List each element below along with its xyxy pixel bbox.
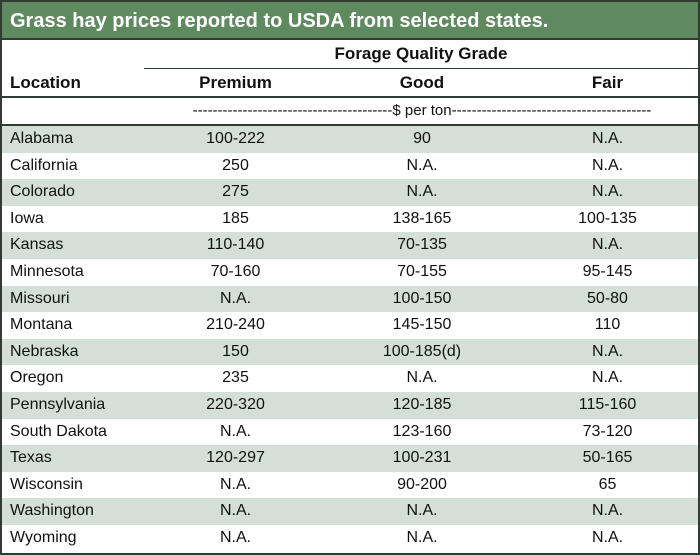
premium-cell: 220-320 xyxy=(206,395,265,413)
premium-cell: 275 xyxy=(222,183,249,201)
fair-cell: N.A. xyxy=(591,236,624,254)
good-cell: 90 xyxy=(413,130,431,147)
premium-cell: N.A. xyxy=(219,422,252,440)
table-row: Montana 210-240 145-150 110 xyxy=(2,312,698,339)
table-row: Missouri N.A. 100-150 50-80 xyxy=(2,285,698,313)
location-cell: Wyoming xyxy=(10,528,77,546)
good-cell: 100-231 xyxy=(392,449,452,467)
units-label: ----------------------------------------… xyxy=(192,102,652,119)
good-cell: N.A. xyxy=(406,369,438,387)
premium-cell: 185 xyxy=(222,209,249,227)
premium-cell: 150 xyxy=(222,342,249,360)
table-row: Iowa 185 138-165 100-135 xyxy=(2,206,698,233)
fair-cell: N.A. xyxy=(591,156,624,174)
table-row: Washington N.A. N.A. N.A. xyxy=(2,498,698,525)
location-cell: California xyxy=(10,156,78,174)
location-header: Location xyxy=(10,73,81,92)
table-body: Alabama 100-222 90 N.A. California 250 N.A. N.A… xyxy=(2,126,698,552)
premium-cell: N.A. xyxy=(219,475,252,493)
table-row: Colorado 275 N.A. N.A. xyxy=(2,179,698,206)
fair-cell: N.A. xyxy=(591,369,624,387)
good-cell: 100-185(d) xyxy=(382,342,462,360)
table-row: California 250 N.A. N.A. xyxy=(2,153,698,180)
location-cell: Washington xyxy=(10,502,94,520)
units-row: ----------------------------------------… xyxy=(2,98,698,126)
good-cell: 90-200 xyxy=(397,475,447,493)
premium-cell: N.A. xyxy=(219,289,252,307)
location-cell: Missouri xyxy=(10,289,70,307)
fair-cell: 65 xyxy=(598,475,617,493)
good-cell: N.A. xyxy=(406,156,438,174)
table-row: Texas 120-297 100-231 50-165 xyxy=(2,445,698,472)
forage-quality-grade-header: Forage Quality Grade xyxy=(144,40,698,69)
table-row: Pennsylvania 220-320 120-185 115-160 xyxy=(2,391,698,419)
fair-cell: 50-165 xyxy=(582,449,633,467)
fair-cell: 115-160 xyxy=(578,395,637,413)
premium-cell: 210-240 xyxy=(206,316,265,334)
good-cell: 70-155 xyxy=(397,262,447,280)
location-cell: Alabama xyxy=(10,130,74,147)
table-row: Oregon 235 N.A. N.A. xyxy=(2,365,698,392)
good-cell: 70-135 xyxy=(397,236,447,254)
location-cell: Kansas xyxy=(10,236,64,254)
table-row: Minnesota 70-160 70-155 95-145 xyxy=(2,259,698,286)
fair-cell: N.A. xyxy=(591,342,624,360)
fair-cell: 50-80 xyxy=(587,289,628,307)
table-row: Wyoming N.A. N.A. N.A. xyxy=(2,525,698,552)
good-cell: 145-150 xyxy=(392,316,452,334)
fair-cell: 73-120 xyxy=(582,422,633,440)
premium-cell: N.A. xyxy=(219,502,252,520)
table-row: Alabama 100-222 90 N.A. xyxy=(2,126,698,153)
location-cell: Pennsylvania xyxy=(10,395,106,413)
fair-cell: N.A. xyxy=(591,502,624,520)
good-header: Good xyxy=(399,73,445,92)
fair-cell: 100-135 xyxy=(578,209,637,227)
location-cell: Wisconsin xyxy=(10,475,83,493)
fair-cell: N.A. xyxy=(591,130,624,147)
fair-cell: N.A. xyxy=(591,183,624,201)
premium-cell: 235 xyxy=(222,369,249,387)
table-row: Wisconsin N.A. 90-200 65 xyxy=(2,472,698,499)
location-cell: Colorado xyxy=(10,183,75,201)
good-cell: 100-150 xyxy=(392,289,452,307)
premium-cell: 120-297 xyxy=(206,449,265,467)
good-cell: 123-160 xyxy=(392,422,452,440)
premium-cell: 250 xyxy=(222,156,249,174)
location-cell: South Dakota xyxy=(10,422,107,440)
good-cell: 120-185 xyxy=(392,395,452,413)
location-cell: Iowa xyxy=(10,209,44,227)
table-row: Nebraska 150 100-185(d) N.A. xyxy=(2,338,698,366)
location-cell: Oregon xyxy=(10,369,64,387)
premium-cell: 70-160 xyxy=(210,262,261,280)
location-cell: Nebraska xyxy=(10,342,79,360)
fair-cell: 110 xyxy=(594,316,621,334)
table-title: Grass hay prices reported to USDA from s… xyxy=(2,2,698,40)
fair-header: Fair xyxy=(591,73,624,92)
table-header: Location Forage Quality Grade Premium Go… xyxy=(2,40,698,98)
fair-cell: N.A. xyxy=(591,528,624,546)
table-row: South Dakota N.A. 123-160 73-120 xyxy=(2,419,698,446)
location-cell: Minnesota xyxy=(10,262,84,280)
table-row: Kansas 110-140 70-135 N.A. xyxy=(2,232,698,259)
premium-cell: 100-222 xyxy=(206,130,265,147)
premium-header: Premium xyxy=(199,73,272,92)
good-cell: N.A. xyxy=(406,528,438,546)
good-cell: N.A. xyxy=(406,183,438,201)
fair-cell: 95-145 xyxy=(582,262,633,280)
premium-cell: 110-140 xyxy=(206,236,265,254)
location-cell: Montana xyxy=(10,316,73,334)
good-cell: N.A. xyxy=(406,502,438,520)
good-cell: 138-165 xyxy=(392,209,452,227)
premium-cell: N.A. xyxy=(219,528,252,546)
location-cell: Texas xyxy=(10,449,52,467)
